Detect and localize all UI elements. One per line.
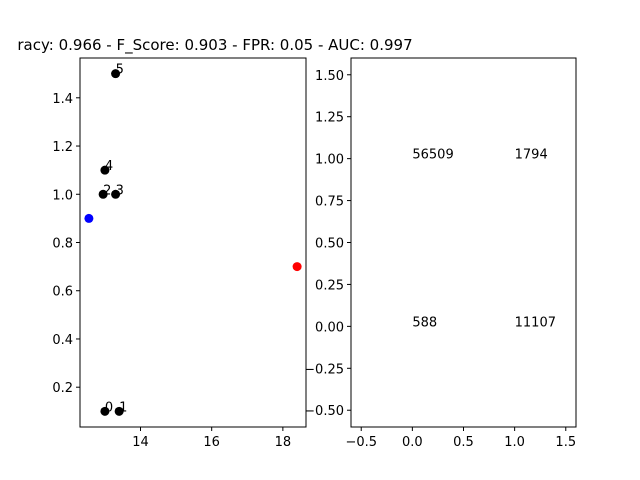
y-tick-label: 1.00 <box>315 153 344 168</box>
y-tick-label: 1.50 <box>315 69 344 84</box>
x-tick-label: 1.0 <box>504 435 525 450</box>
scatter-point <box>100 165 110 175</box>
x-tick-label: 16 <box>203 435 220 450</box>
point-label: 0 <box>105 400 113 415</box>
scatter-point <box>114 406 124 416</box>
scatter-point <box>100 406 110 416</box>
y-tick-label: 1.25 <box>315 111 344 126</box>
scatter-point <box>111 189 121 199</box>
y-tick-label: 1.0 <box>52 188 73 203</box>
figure-title: racy: 0.966 - F_Score: 0.903 - FPR: 0.05… <box>17 36 412 55</box>
y-tick-label: 0.2 <box>52 381 73 396</box>
y-tick-label: 0.8 <box>52 237 73 252</box>
y-tick-label: 0.50 <box>315 237 344 252</box>
scatter-plot-axes: 14 16 18 0.2 0.4 0.6 0.8 1.0 1.2 1.4 0 1 2 34 5 <box>52 57 307 450</box>
point-label: 4 <box>105 159 113 174</box>
point-label: 1 <box>119 400 127 415</box>
x-tick-label: −0.5 <box>345 435 377 450</box>
confusion-matrix-axes: −0.5 0.0 0.5 1.0 1.5 −0.50 −0.25 0.00 0.25 0.50 0.… <box>304 57 577 450</box>
x-tick-label: 0.0 <box>402 435 423 450</box>
y-tick-label: 0.75 <box>315 195 344 210</box>
axes-frame <box>79 57 307 428</box>
y-tick-label: 1.2 <box>52 140 73 155</box>
x-tick-label: 1.5 <box>555 435 576 450</box>
y-tick-label: 0.6 <box>52 285 73 300</box>
x-tick-label: 14 <box>132 435 149 450</box>
point-label: 2 <box>103 183 111 198</box>
y-tick-label: 1.4 <box>52 92 73 107</box>
x-tick-label: 18 <box>275 435 292 450</box>
matrix-cell-value: 1794 <box>515 148 548 163</box>
y-tick-label: −0.25 <box>304 362 344 377</box>
matrix-cell-value: 588 <box>412 315 437 330</box>
y-tick-label: 0.25 <box>315 278 344 293</box>
scatter-point <box>98 189 108 199</box>
matrix-cell-value: 11107 <box>515 315 556 330</box>
scatter-point <box>111 69 121 79</box>
y-tick-label: −0.50 <box>304 404 344 419</box>
matrix-cell-value: 56509 <box>412 148 453 163</box>
y-tick-label: 0.00 <box>315 320 344 335</box>
x-tick-label: 0.5 <box>453 435 474 450</box>
scatter-point <box>292 262 302 272</box>
point-label: 5 <box>116 63 124 78</box>
point-label: 3 <box>116 183 124 198</box>
scatter-point <box>84 213 94 223</box>
y-tick-label: 0.4 <box>52 333 73 348</box>
axes-frame <box>350 57 577 428</box>
